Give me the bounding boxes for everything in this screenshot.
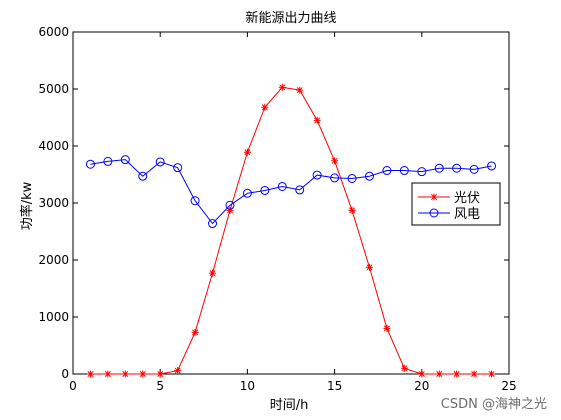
x-tick-label: 5: [156, 379, 164, 393]
legend-label: 光伏: [454, 191, 480, 206]
data-point: [296, 86, 304, 94]
data-point: [86, 370, 94, 378]
data-point: [434, 163, 444, 173]
legend-item: 风电: [418, 207, 480, 222]
data-point: [348, 206, 356, 214]
data-point: [174, 367, 182, 375]
legend-box: [411, 182, 501, 226]
chart-title: 新能源出力曲线: [245, 10, 336, 26]
watermark: CSDN @海神之光: [441, 397, 547, 412]
data-point: [190, 196, 200, 206]
data-point: [156, 370, 164, 378]
y-tick-label: 5000: [38, 82, 69, 96]
series-风电: [85, 155, 497, 229]
legend-marker: [430, 193, 438, 201]
data-point: [260, 185, 270, 195]
data-point: [418, 370, 426, 378]
data-point: [155, 157, 165, 167]
data-point: [487, 161, 497, 171]
y-tick-label: 4000: [38, 139, 69, 153]
y-tick-label: 3000: [38, 196, 69, 210]
data-point: [452, 163, 462, 173]
data-point: [139, 370, 147, 378]
series-layer: [85, 83, 497, 378]
data-point: [399, 166, 409, 176]
data-point: [173, 163, 183, 173]
data-point: [261, 103, 269, 111]
y-axis: 0 1000 2000 3000 4000 5000 6000: [38, 25, 509, 381]
data-point: [278, 83, 286, 91]
x-tick-label: 0: [69, 379, 77, 393]
y-tick-label: 0: [61, 367, 69, 381]
data-point: [417, 167, 427, 177]
y-tick-label: 1000: [38, 310, 69, 324]
data-point: [138, 171, 148, 181]
y-axis-label: 功率/kw: [19, 181, 35, 230]
data-point: [243, 148, 251, 156]
data-point: [400, 364, 408, 372]
legend-item: 光伏: [418, 191, 480, 206]
data-point: [347, 173, 357, 183]
x-tick-label: 15: [327, 379, 342, 393]
data-point: [277, 181, 287, 191]
data-point: [121, 370, 129, 378]
data-point: [191, 328, 199, 336]
x-tick-label: 10: [240, 379, 255, 393]
data-point: [469, 164, 479, 174]
x-axis: 0 5 10 15 20 25: [69, 32, 517, 393]
y-tick-label: 2000: [38, 253, 69, 267]
data-point: [104, 370, 112, 378]
data-point: [435, 370, 443, 378]
data-point: [242, 188, 252, 198]
data-point: [103, 156, 113, 166]
legend-label: 风电: [454, 207, 480, 222]
data-point: [364, 171, 374, 181]
series-光伏: [86, 83, 496, 378]
data-point: [312, 170, 322, 180]
data-point: [365, 263, 373, 271]
data-point: [313, 116, 321, 124]
data-point: [470, 370, 478, 378]
data-point: [382, 166, 392, 176]
data-point: [383, 324, 391, 332]
data-point: [208, 219, 218, 229]
data-point: [209, 269, 217, 277]
legend-marker: [429, 208, 439, 218]
data-point: [488, 370, 496, 378]
x-tick-label: 20: [414, 379, 429, 393]
data-point: [295, 185, 305, 195]
data-point: [120, 155, 130, 165]
y-tick-label: 6000: [38, 25, 69, 39]
data-point: [330, 173, 340, 183]
data-point: [85, 159, 95, 169]
data-point: [331, 157, 339, 165]
data-point: [453, 370, 461, 378]
x-tick-label: 25: [501, 379, 516, 393]
data-point: [225, 200, 235, 210]
x-axis-label: 时间/h: [270, 398, 309, 413]
